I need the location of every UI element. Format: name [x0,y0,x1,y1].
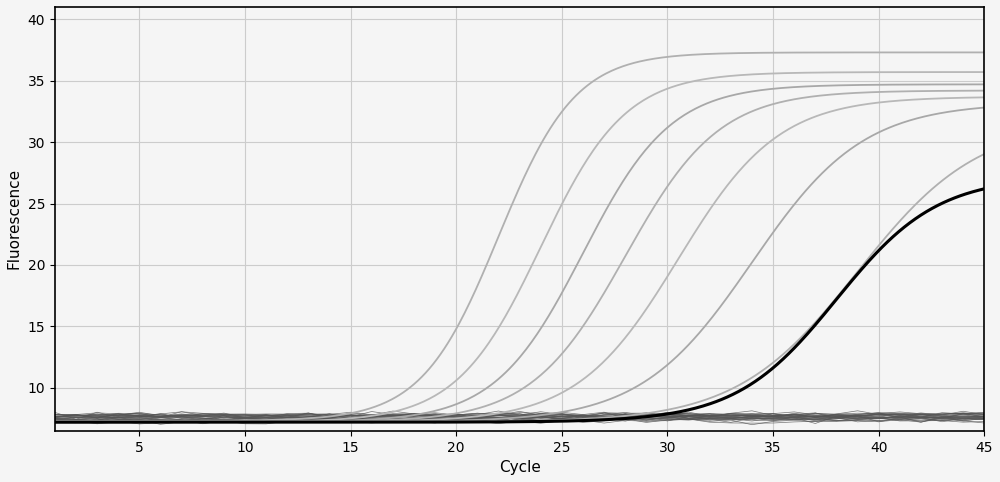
Y-axis label: Fluorescence: Fluorescence [7,168,22,269]
X-axis label: Cycle: Cycle [499,460,541,475]
